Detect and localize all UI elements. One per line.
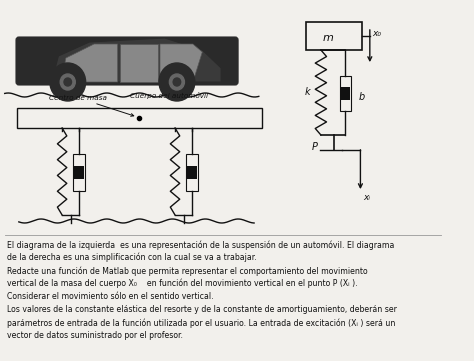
Bar bbox=[73, 154, 85, 191]
Text: xᵢ: xᵢ bbox=[363, 193, 370, 203]
Polygon shape bbox=[52, 38, 221, 82]
Text: Cuerpo del automóvil: Cuerpo del automóvil bbox=[130, 92, 208, 99]
Text: b: b bbox=[358, 92, 365, 102]
Circle shape bbox=[50, 63, 86, 101]
Circle shape bbox=[64, 78, 72, 86]
Circle shape bbox=[173, 78, 181, 86]
Text: Considerar el movimiento sólo en el sentido vertical.: Considerar el movimiento sólo en el sent… bbox=[7, 292, 213, 301]
Bar bbox=[17, 108, 262, 128]
Text: El diagrama de la izquierda  es una representación de la suspensión de un automó: El diagrama de la izquierda es una repre… bbox=[7, 240, 394, 249]
Text: x₀: x₀ bbox=[373, 30, 382, 39]
Bar bbox=[187, 166, 197, 179]
Text: de la derecha es una simplificación con la cual se va a trabajar.: de la derecha es una simplificación con … bbox=[7, 253, 256, 262]
Text: parámetros de entrada de la función utilizada por el usuario. La entrada de exci: parámetros de entrada de la función util… bbox=[7, 318, 395, 327]
Polygon shape bbox=[160, 44, 202, 82]
Bar bbox=[341, 87, 350, 100]
Bar bbox=[74, 166, 84, 179]
Text: P: P bbox=[311, 142, 318, 152]
Text: Redacte una función de Matlab que permita representar el comportamiento del movi: Redacte una función de Matlab que permit… bbox=[7, 266, 367, 275]
Circle shape bbox=[60, 74, 75, 90]
Text: vertical de la masa del cuerpo X₀    en función del movimiento vertical en el pu: vertical de la masa del cuerpo X₀ en fun… bbox=[7, 279, 357, 288]
Polygon shape bbox=[120, 44, 158, 82]
Circle shape bbox=[169, 74, 184, 90]
Text: m: m bbox=[323, 33, 334, 43]
Polygon shape bbox=[61, 44, 118, 82]
Text: Los valores de la constante elástica del resorte y de la constante de amortiguam: Los valores de la constante elástica del… bbox=[7, 305, 396, 314]
Text: Centro de masa: Centro de masa bbox=[49, 95, 107, 101]
Text: vector de datos suministrado por el profesor.: vector de datos suministrado por el prof… bbox=[7, 331, 182, 340]
FancyBboxPatch shape bbox=[16, 37, 238, 85]
Bar bbox=[186, 154, 198, 191]
Text: k: k bbox=[305, 87, 310, 97]
Bar bbox=[306, 22, 362, 50]
Bar bbox=[340, 75, 351, 111]
Circle shape bbox=[159, 63, 195, 101]
